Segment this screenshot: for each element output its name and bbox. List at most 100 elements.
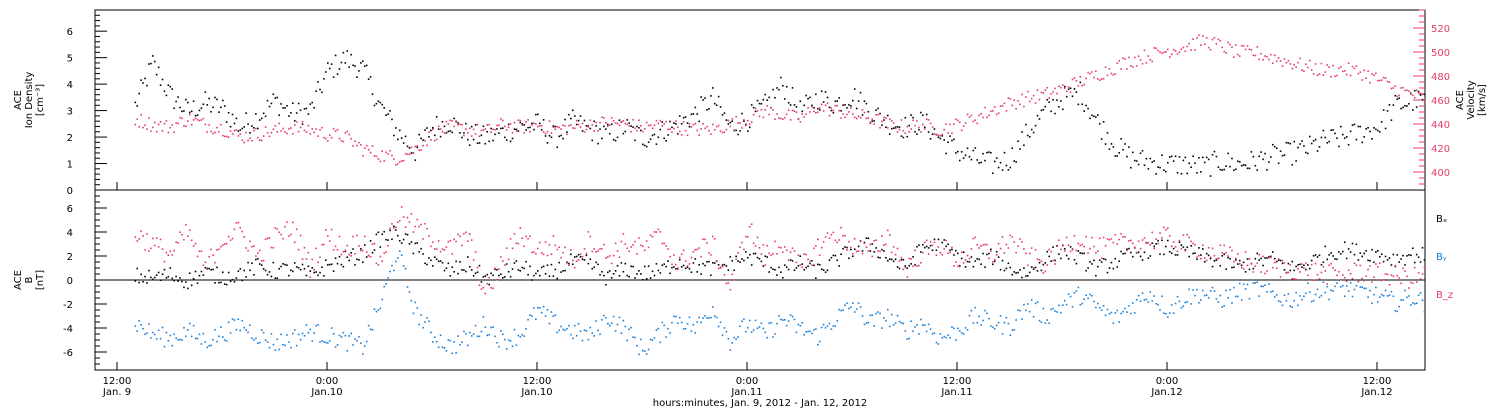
density-point [1143, 164, 1146, 167]
by-point [573, 324, 576, 327]
bz-point [1272, 266, 1274, 269]
bx-point [628, 275, 630, 278]
density-point [1182, 159, 1185, 162]
velocity-point [1182, 46, 1185, 49]
density-point [486, 130, 489, 133]
bx-point [556, 277, 559, 280]
velocity-point [675, 120, 677, 122]
density-point [933, 128, 936, 130]
bx-point [529, 265, 531, 268]
by-point [887, 308, 889, 311]
density-point [225, 121, 228, 123]
velocity-point [484, 128, 487, 130]
by-point [521, 333, 524, 336]
bx-point [1167, 239, 1169, 242]
bz-point [686, 265, 689, 267]
density-point [1062, 108, 1064, 111]
bx-point [659, 272, 662, 274]
by-point [673, 315, 675, 318]
velocity-point [402, 159, 405, 162]
by-point [1270, 291, 1272, 293]
by-point [1128, 305, 1130, 307]
density-point [542, 119, 545, 121]
bz-point [1343, 276, 1346, 279]
bz-point [822, 240, 825, 243]
bz-point [1124, 235, 1126, 238]
velocity-point [877, 113, 879, 116]
by-point [237, 318, 240, 320]
density-point [1240, 164, 1243, 167]
density-point [1100, 138, 1103, 140]
bz-point [618, 256, 621, 259]
density-point [986, 151, 988, 154]
bz-point [1307, 274, 1309, 277]
bx-point [227, 271, 230, 274]
velocity-point [529, 130, 531, 133]
by-point [877, 311, 879, 313]
bx-point [688, 267, 691, 270]
bz-point [461, 244, 463, 247]
density-point [432, 126, 434, 129]
by-point [194, 337, 197, 340]
velocity-point [978, 114, 980, 117]
bz-point [340, 253, 343, 256]
density-point [677, 132, 679, 135]
by-point [1349, 281, 1352, 284]
bz-point [861, 252, 864, 255]
bx-point [1209, 257, 1212, 260]
bx-point [443, 269, 446, 272]
bx-point [336, 262, 339, 265]
bx-point [426, 263, 428, 266]
bz-point [1200, 257, 1202, 260]
velocity-point [1289, 63, 1292, 65]
by-point [1019, 309, 1021, 312]
density-point [1299, 143, 1301, 145]
bz-point [918, 264, 920, 267]
by-point [358, 336, 360, 338]
velocity-point [1042, 92, 1045, 94]
velocity-point [1355, 65, 1358, 68]
bz-point [496, 278, 498, 281]
bx-point [1203, 261, 1206, 263]
bz-point [1371, 281, 1373, 283]
bz-point [352, 235, 354, 238]
velocity-point [1071, 78, 1074, 81]
by-point [500, 330, 502, 332]
top-left-tick-label: 2 [67, 133, 73, 144]
density-point [1209, 175, 1212, 177]
density-point [1184, 156, 1187, 159]
by-point [764, 331, 767, 334]
by-point [441, 346, 444, 349]
by-point [1406, 296, 1408, 299]
velocity-point [432, 128, 434, 131]
by-point [264, 339, 267, 341]
velocity-point [682, 120, 685, 123]
velocity-point [1112, 74, 1115, 76]
density-point [857, 100, 860, 102]
bx-point [360, 248, 362, 250]
bx-point [665, 265, 667, 268]
by-point [1314, 293, 1317, 296]
by-point [846, 302, 848, 304]
bx-point [1233, 266, 1235, 269]
density-point [1254, 164, 1257, 167]
by-point [1167, 316, 1169, 318]
bz-point [1079, 244, 1082, 247]
velocity-point [194, 117, 197, 120]
bz-point [1009, 234, 1012, 237]
density-point [581, 130, 584, 132]
velocity-point [540, 125, 543, 127]
density-point [803, 104, 805, 107]
density-point [247, 123, 249, 126]
by-point [1155, 302, 1157, 305]
density-point [288, 115, 290, 117]
bx-point [624, 262, 627, 265]
bx-point [984, 266, 986, 268]
velocity-point [400, 160, 403, 162]
velocity-point [142, 126, 144, 129]
velocity-point [832, 109, 835, 112]
bz-point [612, 254, 615, 257]
density-point [871, 120, 874, 123]
bz-point [696, 248, 699, 251]
by-point [1203, 294, 1206, 297]
